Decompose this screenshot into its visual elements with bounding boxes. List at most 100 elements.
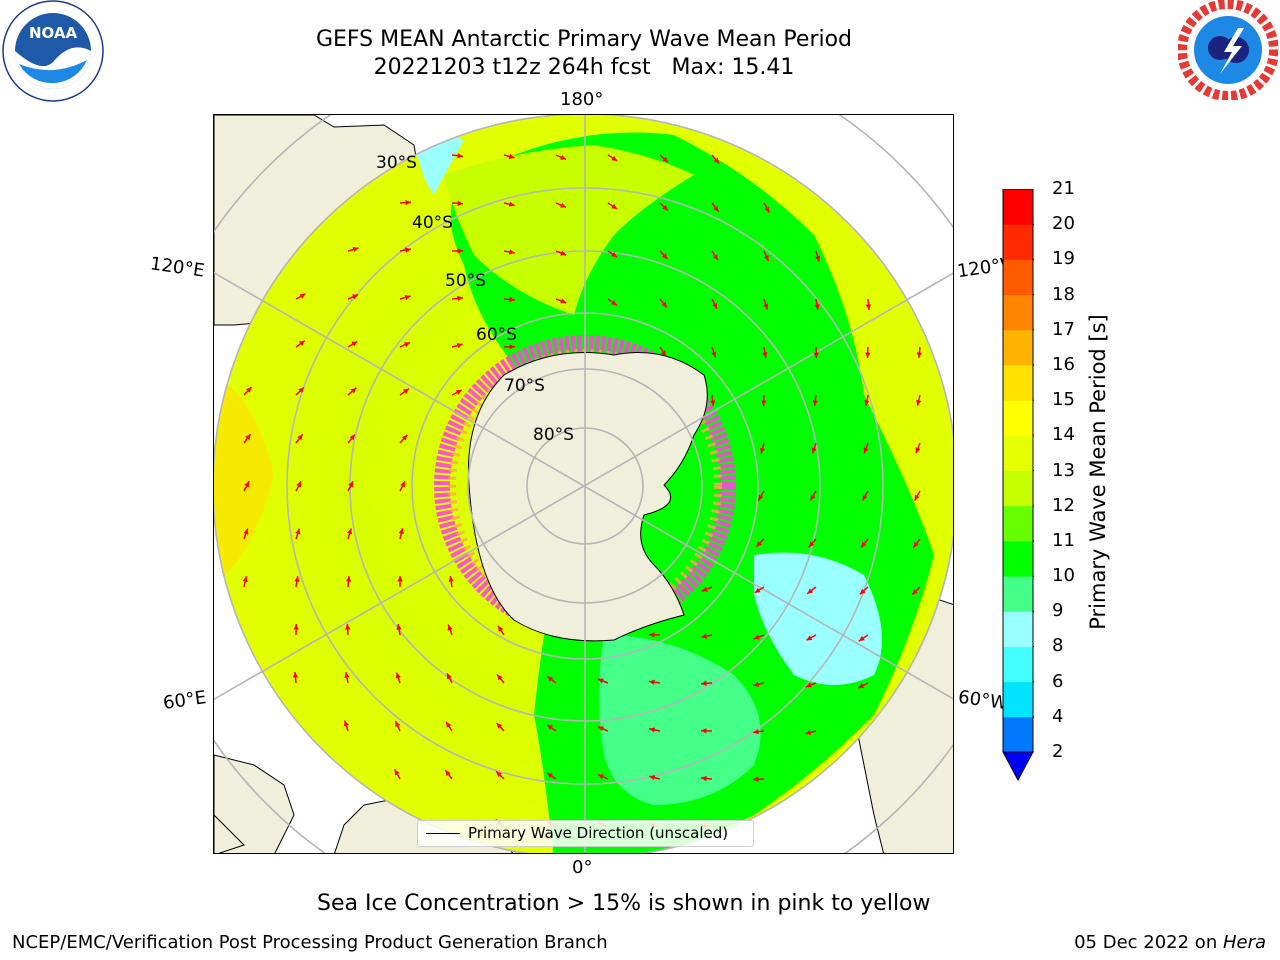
colorbar-segment <box>1003 364 1033 401</box>
wave-arrow-head <box>397 576 403 582</box>
wave-arrow-head <box>457 153 463 159</box>
sea-ice-caption: Sea Ice Concentration > 15% is shown in … <box>317 891 931 916</box>
wave-arrow-head <box>457 200 463 206</box>
wave-arrow-head <box>807 588 814 594</box>
wave-arrow-head <box>405 199 411 206</box>
wave-arrow-head <box>815 255 821 262</box>
wave-arrow-head <box>560 298 567 304</box>
wave-band-9s <box>754 552 882 685</box>
wave-arrow-head <box>662 204 668 211</box>
wave-arrow-head <box>404 294 411 300</box>
wave-arrow-head <box>348 481 354 488</box>
wave-arrow-head <box>244 481 250 488</box>
wave-arrow-head <box>808 541 815 548</box>
lat-label-50s: 50°S <box>445 271 486 291</box>
lon-label-60e: 60°E <box>161 687 208 714</box>
wave-arrow-head <box>394 769 400 776</box>
wave-arrow-head <box>293 624 299 630</box>
wave-arrow-head <box>295 528 301 535</box>
lat-label-60s: 60°S <box>476 325 517 345</box>
colorbar-segment <box>1003 189 1033 225</box>
wave-arrow-head <box>810 494 816 501</box>
wave-arrow-head <box>347 528 353 535</box>
wave-arrow-head <box>806 635 813 641</box>
colorbar-segment <box>1003 400 1033 436</box>
legend-text: Primary Wave Direction (unscaled) <box>468 824 729 842</box>
wave-arrow-head <box>756 541 762 547</box>
lat-label-70s: 70°S <box>504 376 545 396</box>
wave-arrow-head <box>858 635 865 642</box>
wave-arrow-head <box>861 541 867 548</box>
wave-arrow-head <box>352 294 359 300</box>
wave-arrow-head <box>649 775 656 781</box>
colorbar-segment <box>1003 576 1033 612</box>
colorbar-tick-label: 10 <box>1052 565 1075 587</box>
wave-arrow-head <box>400 481 406 488</box>
wave-arrow-head <box>760 447 766 454</box>
wave-arrow-head <box>597 726 604 732</box>
wave-arrow-head <box>611 203 618 210</box>
wave-arrow-head <box>352 246 359 252</box>
colorbar-tick-label: 12 <box>1052 494 1075 516</box>
colorbar-segment <box>1003 646 1033 683</box>
wave-arrow-head <box>396 624 402 630</box>
colorbar-tick-label: 11 <box>1052 529 1075 551</box>
colorbar-segment <box>1003 294 1033 331</box>
colorbar-tick-label: 4 <box>1052 705 1064 727</box>
wave-arrow-head <box>701 586 708 592</box>
colorbar-segment <box>1003 681 1033 718</box>
wave-arrow-head <box>865 352 871 358</box>
wave-arrow-head <box>597 774 604 780</box>
wave-arrow-head <box>712 254 718 261</box>
wave-arrow-head <box>547 724 553 730</box>
wave-arrow-head <box>349 434 355 441</box>
wave-arrow-head <box>446 673 452 680</box>
wave-arrow-head <box>299 340 305 346</box>
wave-arrow-head <box>916 399 922 406</box>
wave-arrow-head <box>497 674 503 681</box>
colorbar <box>1002 189 1034 782</box>
wave-arrow-head <box>649 727 656 733</box>
wave-arrow-head <box>805 729 812 735</box>
wave-arrow-head <box>350 387 357 394</box>
wave-arrow-head <box>560 250 567 256</box>
wave-arrow-head <box>649 632 655 638</box>
colorbar-tick-label: 18 <box>1052 283 1075 305</box>
wave-arrow-head <box>753 681 760 687</box>
wave-arrow-head <box>763 303 769 310</box>
colorbar-segment <box>1003 329 1033 366</box>
colorbar-tick-label: 15 <box>1052 389 1075 411</box>
wave-arrow-head <box>297 434 303 441</box>
footer-credit: NCEP/EMC/Verification Post Processing Pr… <box>12 932 608 953</box>
wave-arrow-head <box>859 588 866 595</box>
lon-label-120e: 120°E <box>148 253 206 282</box>
wave-arrow-head <box>455 390 462 395</box>
wave-arrow-head <box>761 400 767 406</box>
wave-arrow-head <box>447 624 453 631</box>
wave-arrow-head <box>764 206 770 213</box>
wave-arrow-head <box>509 344 515 350</box>
wave-arrow-head <box>753 729 759 735</box>
lat-label-40s: 40°S <box>412 213 453 233</box>
wave-arrow-head <box>914 494 920 501</box>
footer-date: 05 Dec 2022 on Hera <box>1074 932 1266 953</box>
wave-arrow-head <box>405 247 411 253</box>
colorbar-label: Primary Wave Mean Period [s] <box>1086 314 1110 630</box>
wave-arrow-head <box>395 672 401 679</box>
colorbar-under-triangle <box>1002 751 1034 782</box>
wave-arrow-head <box>294 576 300 582</box>
wave-arrow-head <box>457 248 463 254</box>
wave-arrow-head <box>446 721 452 728</box>
wave-arrow-head <box>509 249 515 255</box>
colorbar-segment <box>1003 435 1033 471</box>
wave-arrow-head <box>242 576 248 583</box>
wave-arrow-head <box>912 589 918 595</box>
wave-arrow-head <box>547 676 554 682</box>
wave-arrow-head <box>813 352 819 358</box>
wave-arrow-head <box>811 447 817 454</box>
wave-arrow-head <box>496 722 503 729</box>
lat-label-30s: 30°S <box>376 153 417 173</box>
colorbar-segment <box>1003 540 1033 577</box>
wave-arrow-head <box>611 251 618 258</box>
polar-map <box>214 115 953 853</box>
